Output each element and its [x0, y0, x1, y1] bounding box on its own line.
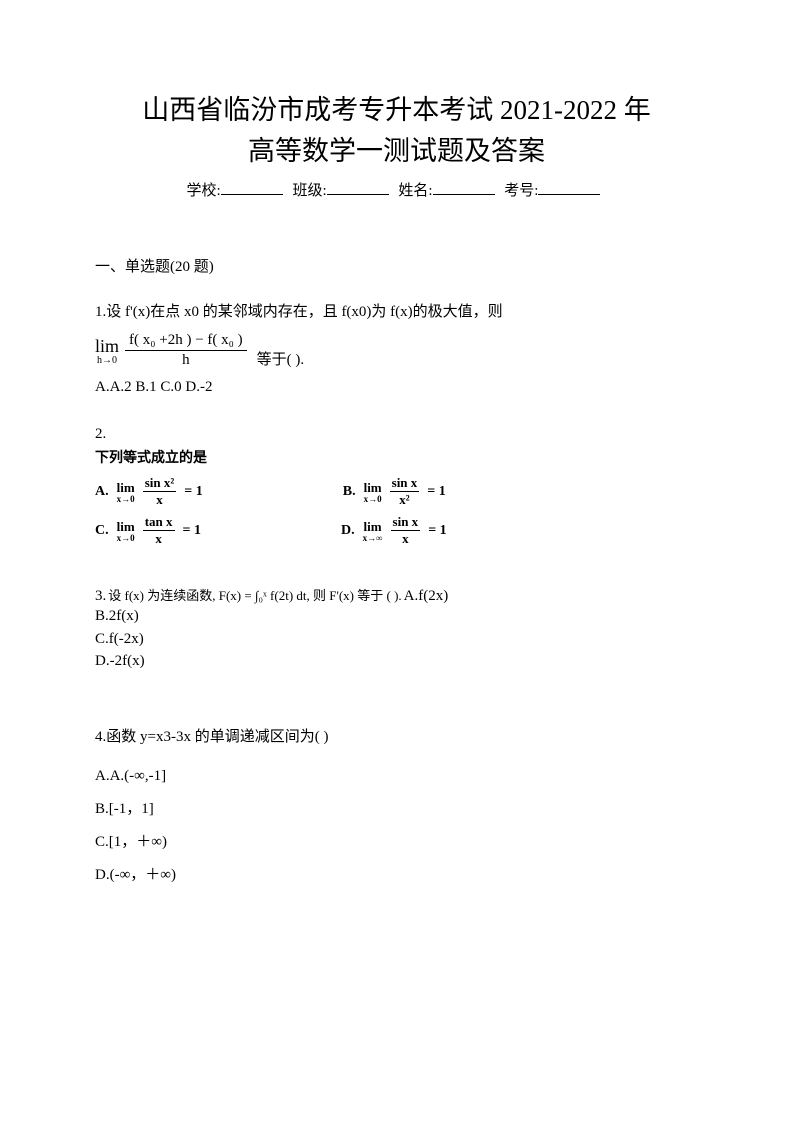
- label-class: 班级:: [292, 183, 326, 199]
- q2-row-2: C. lim x→0 tan x x = 1 D. lim x→∞ sin x …: [95, 514, 698, 547]
- q3-small-text: 设 f(x) 为连续函数, F(x) = ∫₀ˣ f(2t) dt, 则 F'(…: [108, 585, 401, 604]
- q1-frac-den: h: [182, 351, 190, 369]
- q2-option-d: D. lim x→∞ sin x x = 1: [341, 514, 447, 547]
- q3-prefix: 3.: [95, 588, 106, 605]
- label-number: 考号:: [504, 183, 538, 199]
- q2-d-lim: lim x→∞: [363, 519, 383, 543]
- q2-b-frac: sin x x²: [390, 475, 420, 508]
- label-school: 学校:: [187, 183, 221, 199]
- question-3-options: B.2f(x) C.f(-2x) D.-2f(x): [95, 605, 698, 673]
- q4-option-c: C.[1，＋∞): [95, 826, 698, 859]
- q2-option-a: A. lim x→0 sin x² x = 1: [95, 475, 203, 508]
- q2-a-frac: sin x² x: [143, 475, 177, 508]
- question-1-text: 1.设 f'(x)在点 x0 的某邻域内存在，且 f(x0)为 f(x)的极大值…: [95, 300, 698, 324]
- q3-option-d: D.-2f(x): [95, 650, 698, 673]
- q4-option-b: B.[-1，1]: [95, 793, 698, 826]
- q2-d-frac: sin x x: [391, 514, 421, 547]
- q1-fraction: f( x₀ +2h ) − f( x₀ ) h: [125, 332, 247, 369]
- q2-a-lim: lim x→0: [117, 480, 135, 504]
- question-1-formula: lim h→0 f( x₀ +2h ) − f( x₀ ) h 等于( ).: [95, 332, 698, 369]
- q2-b-letter: B.: [343, 484, 356, 500]
- q2-option-b: B. lim x→0 sin x x² = 1: [343, 475, 446, 508]
- section-1-title: 一、单选题(20 题): [95, 255, 698, 276]
- lim-text: lim: [95, 336, 119, 357]
- question-2-label: 2.: [95, 426, 698, 443]
- q2-d-letter: D.: [341, 523, 355, 539]
- lim-sub: h→0: [97, 355, 117, 366]
- question-3-line: 3. 设 f(x) 为连续函数, F(x) = ∫₀ˣ f(2t) dt, 则 …: [95, 585, 698, 605]
- blank-class: [327, 194, 389, 195]
- q3-option-a: A.f(2x): [404, 588, 449, 605]
- q2-b-lim: lim x→0: [364, 480, 382, 504]
- question-2-options: A. lim x→0 sin x² x = 1 B. lim x→0 sin x…: [95, 475, 698, 547]
- q2-option-c: C. lim x→0 tan x x = 1: [95, 514, 201, 547]
- lim-symbol: lim h→0: [95, 336, 119, 366]
- label-name: 姓名:: [398, 183, 432, 199]
- question-4-block: 4.函数 y=x3-3x 的单调递减区间为( ) A.A.(-∞,-1] B.[…: [95, 721, 698, 892]
- q1-frac-num: f( x₀ +2h ) − f( x₀ ): [125, 332, 247, 351]
- q2-a-eq: = 1: [184, 484, 202, 500]
- exam-title: 山西省临汾市成考专升本考试 2021-2022 年 高等数学一测试题及答案: [95, 90, 698, 171]
- q2-c-frac: tan x x: [143, 514, 175, 547]
- title-line1: 山西省临汾市成考专升本考试 2021-2022 年: [95, 90, 698, 131]
- q2-a-letter: A.: [95, 484, 109, 500]
- q3-option-c: C.f(-2x): [95, 628, 698, 651]
- question-4-text: 4.函数 y=x3-3x 的单调递减区间为( ): [95, 721, 698, 754]
- question-2-bold: 下列等式成立的是: [95, 447, 698, 467]
- blank-school: [221, 194, 283, 195]
- q4-option-d: D.(-∞，＋∞): [95, 859, 698, 892]
- q4-option-a: A.A.(-∞,-1]: [95, 760, 698, 793]
- question-1-options: A.A.2 B.1 C.0 D.-2: [95, 379, 698, 396]
- q2-c-letter: C.: [95, 523, 109, 539]
- q1-suffix: 等于( ).: [257, 348, 305, 369]
- blank-name: [433, 194, 495, 195]
- q2-c-lim: lim x→0: [117, 519, 135, 543]
- q2-row-1: A. lim x→0 sin x² x = 1 B. lim x→0 sin x…: [95, 475, 698, 508]
- title-line2: 高等数学一测试题及答案: [95, 131, 698, 172]
- q3-option-b: B.2f(x): [95, 605, 698, 628]
- q2-d-eq: = 1: [428, 523, 446, 539]
- blank-number: [538, 194, 600, 195]
- q2-c-eq: = 1: [183, 523, 201, 539]
- info-line: 学校: 班级: 姓名: 考号:: [95, 179, 698, 200]
- q2-b-eq: = 1: [427, 484, 445, 500]
